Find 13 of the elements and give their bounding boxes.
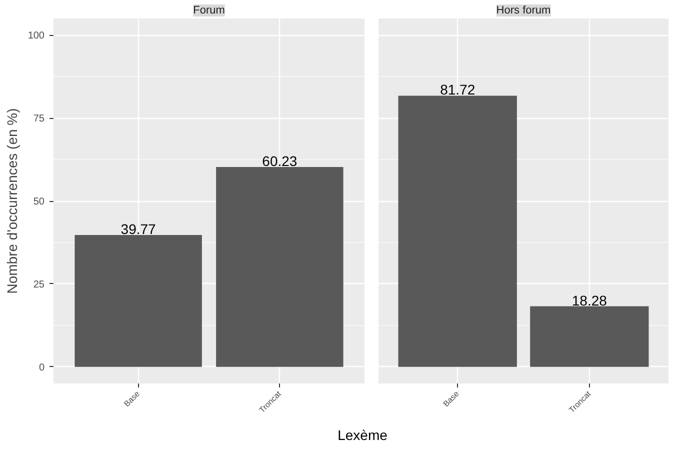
y-tick-label: 25 [33, 279, 45, 290]
chart-title: Forum [193, 4, 225, 16]
data-label: 18.28 [572, 292, 608, 308]
data-label: 81.72 [440, 82, 476, 98]
x-axis-title: Lexème [338, 426, 388, 445]
y-tick-label: 0 [38, 362, 45, 374]
y-tick-label: 50 [33, 196, 45, 208]
y-tick-label: 75 [33, 114, 45, 125]
data-label: 60.23 [262, 153, 298, 170]
chart-title: Hors forum [496, 4, 551, 16]
data-label: 39.77 [120, 220, 156, 237]
y-axis-title: Nombre d'occurrences (en %) [4, 108, 20, 294]
y-tick-label: 100 [28, 30, 45, 42]
